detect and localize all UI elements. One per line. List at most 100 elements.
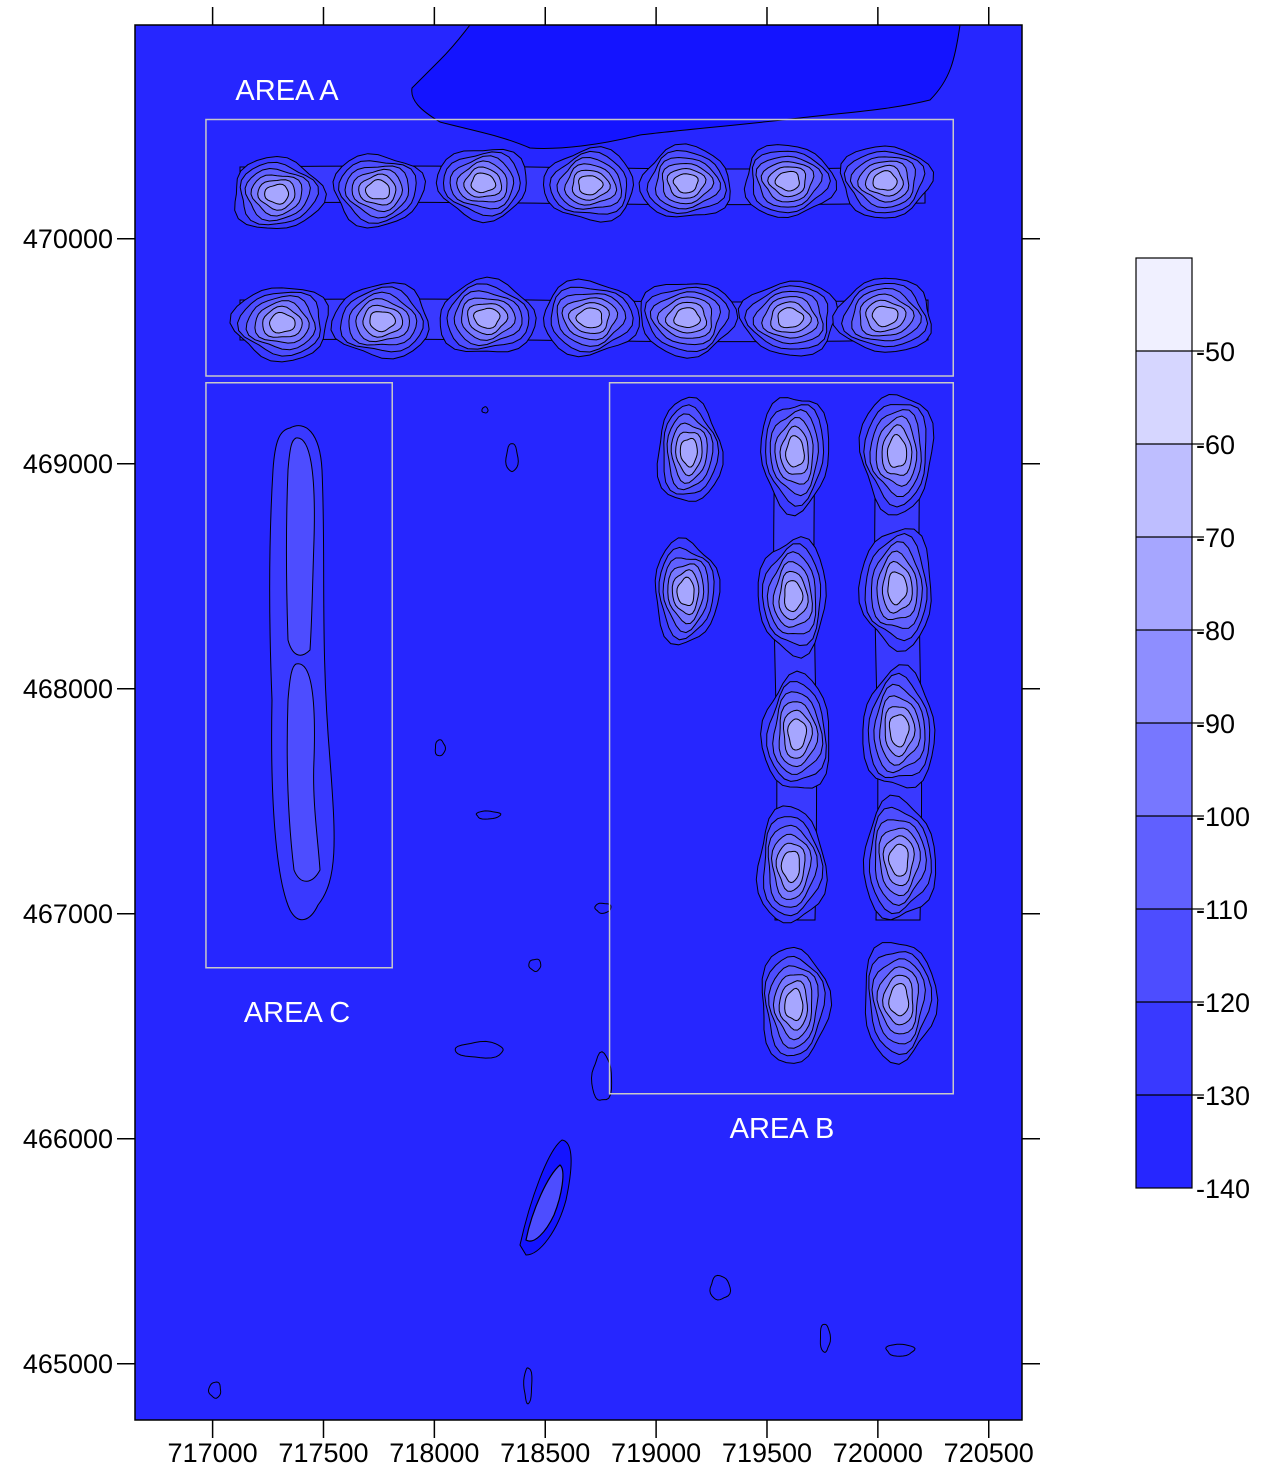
- area-b-col3-mound-2: [858, 528, 932, 652]
- y-tick-label: 467000: [23, 899, 113, 929]
- colorbar-label: -90: [1196, 709, 1235, 739]
- seafloor-feature: [885, 1343, 916, 1357]
- contour-ring: [264, 183, 290, 205]
- colorbar-band: [1136, 630, 1192, 723]
- contour-ring: [888, 982, 910, 1017]
- contour-ring: [886, 433, 908, 468]
- area-a-row2-mound-1: [229, 287, 329, 363]
- contour-ring: [785, 435, 805, 468]
- seafloor-feature: [434, 739, 447, 757]
- seafloor-feature: [594, 902, 612, 914]
- area-a-row1-mound-3: [435, 148, 527, 224]
- area-a-row2-mound-5: [640, 283, 739, 359]
- area-a-row2-mound-6: [737, 280, 839, 357]
- seafloor-feature: [505, 443, 519, 473]
- contour-ring: [679, 437, 698, 468]
- area-a-row2-mound-7: [832, 277, 932, 353]
- contour-ring: [575, 307, 603, 329]
- y-tick-label: 470000: [23, 224, 113, 254]
- colorbar-band: [1136, 723, 1192, 816]
- contour-ring: [787, 718, 808, 751]
- y-tick-label: 469000: [23, 449, 113, 479]
- area-c-ridge-inner-south: [286, 663, 321, 882]
- colorbar-label: -110: [1196, 895, 1248, 925]
- area-b-col2-mound-2: [757, 536, 827, 659]
- colorbar-band: [1136, 1095, 1192, 1188]
- y-tick-label: 468000: [23, 674, 113, 704]
- seafloor-feature: [523, 1367, 533, 1405]
- x-tick-label: 719500: [722, 1438, 812, 1468]
- contour-layer: [207, 25, 961, 1405]
- area-b-col2-mound-3: [760, 670, 830, 789]
- colorbar-label: -60: [1196, 430, 1235, 460]
- area-c-ridge-inner-north: [286, 437, 315, 656]
- plot-frame: [134, 24, 1023, 1421]
- seafloor-feature: [481, 406, 489, 414]
- area-b-col1-mound-1: [656, 396, 724, 502]
- contour-ring: [578, 175, 604, 196]
- colorbar-band: [1136, 816, 1192, 909]
- seafloor-feature: [475, 810, 502, 820]
- area-box-b: [608, 382, 955, 1095]
- area-label: AREA B: [730, 1113, 835, 1145]
- colorbar-label: -120: [1196, 988, 1250, 1018]
- contour-ring: [887, 843, 909, 877]
- x-tick-label: 718500: [500, 1438, 590, 1468]
- colorbar-label: -140: [1196, 1174, 1250, 1204]
- contour-ring: [673, 307, 702, 329]
- area-a-row1-mound-6: [743, 144, 838, 219]
- contour-ring: [784, 987, 804, 1022]
- wreck-feature-core: [525, 1164, 564, 1242]
- contour-ring: [369, 311, 397, 333]
- contour-ring: [780, 850, 800, 884]
- contour-ring: [472, 307, 501, 329]
- area-b-col3-mound-1: [858, 393, 935, 516]
- x-tick-label: 720000: [833, 1438, 923, 1468]
- area-a-row1-mound-7: [839, 145, 935, 219]
- area-b-col3-mound-4: [862, 794, 937, 921]
- colorbar-label: -50: [1196, 337, 1235, 367]
- x-tick-label: 720500: [944, 1438, 1034, 1468]
- contour-ring: [672, 173, 699, 194]
- colorbar-label: -130: [1196, 1081, 1250, 1111]
- area-a-row1-mound-4: [542, 146, 635, 223]
- seafloor-feature: [454, 1040, 504, 1059]
- contour-ring: [470, 172, 497, 194]
- seafloor-feature: [590, 1051, 613, 1101]
- area-a-row1-mound-1: [234, 155, 327, 230]
- x-tick-label: 718000: [389, 1438, 479, 1468]
- area-b-col2-mound-4: [755, 805, 828, 924]
- contour-ring: [777, 307, 805, 329]
- area-b-col3-mound-5: [864, 942, 939, 1065]
- seafloor-feature: [709, 1274, 732, 1301]
- colorbar-band: [1136, 537, 1192, 630]
- contour-ring: [774, 170, 800, 192]
- colorbar-label: -100: [1196, 802, 1250, 832]
- x-tick-label: 719000: [611, 1438, 701, 1468]
- colorbar-label: -70: [1196, 523, 1235, 553]
- contour-ring: [871, 305, 899, 328]
- contour-ring: [364, 178, 390, 200]
- area-b-col1-mound-2: [654, 537, 721, 646]
- y-tick-label: 466000: [23, 1124, 113, 1154]
- colorbar-band: [1136, 351, 1192, 444]
- area-b-col2-mound-1: [760, 397, 830, 517]
- deep-zone-contour: [411, 25, 961, 149]
- area-a-row2-mound-2: [330, 282, 430, 360]
- contour-ring: [268, 311, 296, 334]
- area-box-c: [205, 382, 393, 969]
- x-tick-label: 717500: [278, 1438, 368, 1468]
- area-a-row1-mound-5: [638, 143, 731, 218]
- colorbar-band: [1136, 258, 1192, 351]
- area-box-a: [205, 118, 955, 377]
- area-a-row1-mound-2: [332, 153, 427, 229]
- seafloor-feature: [819, 1323, 832, 1353]
- area-b-col3-mound-3: [862, 664, 936, 789]
- colorbar-band: [1136, 1002, 1192, 1095]
- contour-ring: [784, 580, 804, 613]
- seafloor-feature: [528, 958, 542, 973]
- x-tick-label: 717000: [168, 1438, 258, 1468]
- area-a-row2-mound-3: [439, 276, 537, 353]
- contour-ring: [872, 170, 898, 191]
- contour-ring: [676, 576, 695, 606]
